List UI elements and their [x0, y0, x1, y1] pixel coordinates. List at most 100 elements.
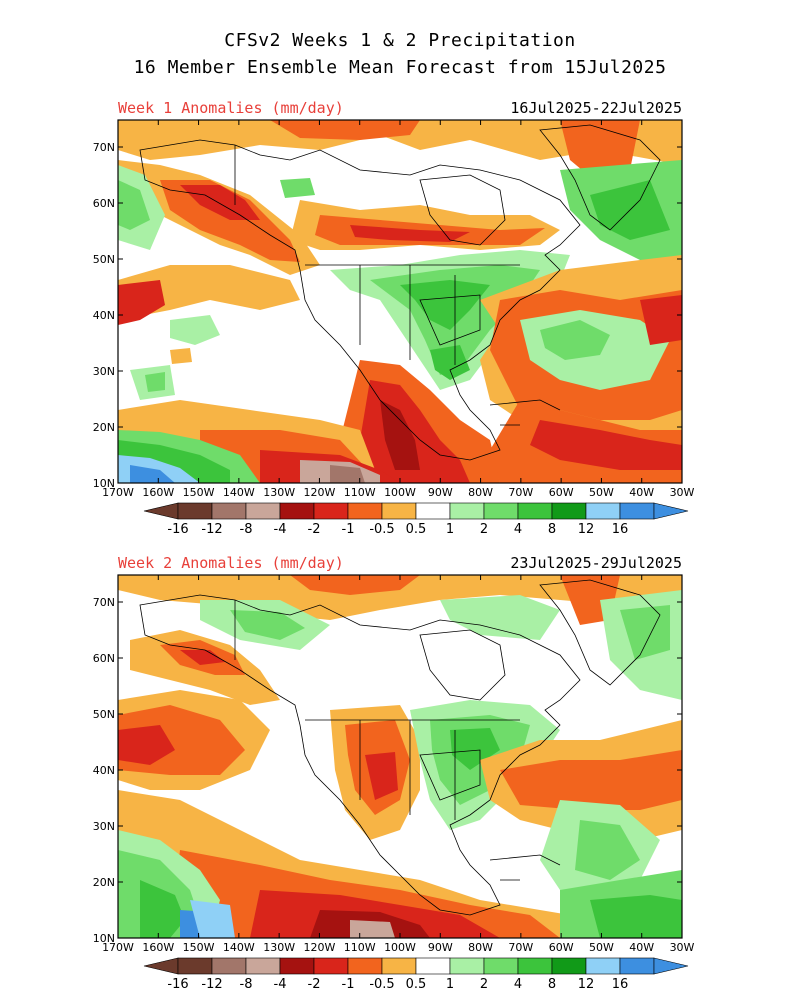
- panel1-label: Week 1 Anomalies (mm/day): [118, 99, 344, 117]
- week1-anomaly-map: [117, 119, 683, 484]
- colorbar-label: -16: [167, 977, 188, 992]
- lon-label: 30W: [670, 486, 695, 499]
- lat-label: 20N: [93, 421, 115, 434]
- colorbar-arrow-high: [653, 502, 689, 520]
- panel2-label: Week 2 Anomalies (mm/day): [118, 554, 344, 572]
- colorbar-label: -12: [201, 977, 222, 992]
- colorbar-swatch: [245, 502, 281, 520]
- colorbar-label: 2: [480, 977, 488, 992]
- colorbar-swatch: [449, 502, 485, 520]
- colorbar-label: -2: [308, 522, 321, 537]
- colorbar-label: 8: [548, 522, 556, 537]
- colorbar-label: -1: [342, 977, 355, 992]
- chart-title: CFSv2 Weeks 1 & 2 Precipitation: [224, 30, 576, 51]
- colorbar-label: 2: [480, 522, 488, 537]
- lon-label: 50W: [589, 486, 614, 499]
- lon-label: 40W: [629, 486, 654, 499]
- colorbar-swatch: [517, 957, 553, 975]
- colorbar-swatch: [347, 957, 383, 975]
- lon-label: 140W: [223, 941, 255, 954]
- lon-label: 150W: [183, 486, 215, 499]
- lon-label: 50W: [589, 941, 614, 954]
- lat-label: 10N: [93, 932, 115, 945]
- lon-label: 70W: [508, 941, 533, 954]
- colorbar-swatch: [347, 502, 383, 520]
- colorbar-label: 4: [514, 522, 522, 537]
- colorbar-swatch: [177, 502, 213, 520]
- colorbar-swatch: [551, 502, 587, 520]
- lon-label: 100W: [384, 941, 416, 954]
- colorbar-swatch: [211, 957, 247, 975]
- colorbar-swatch: [483, 957, 519, 975]
- colorbar-swatch: [483, 502, 519, 520]
- colorbar-label: 4: [514, 977, 522, 992]
- lat-label: 60N: [93, 652, 115, 665]
- colorbar-swatch: [313, 502, 349, 520]
- colorbar-label: -8: [240, 977, 253, 992]
- lon-label: 120W: [303, 486, 335, 499]
- lon-label: 70W: [508, 486, 533, 499]
- colorbar-label: 12: [578, 977, 595, 992]
- lat-label: 30N: [93, 820, 115, 833]
- lon-label: 90W: [428, 941, 453, 954]
- lon-label: 30W: [670, 941, 695, 954]
- lat-label: 70N: [93, 141, 115, 154]
- lon-label: 130W: [263, 486, 295, 499]
- lat-label: 10N: [93, 477, 115, 490]
- chart-subtitle: 16 Member Ensemble Mean Forecast from 15…: [133, 57, 667, 78]
- week2-anomaly-map: [117, 574, 683, 939]
- colorbar-swatch: [211, 502, 247, 520]
- colorbar-label: -4: [274, 522, 287, 537]
- colorbar-label: -0.5: [369, 977, 394, 992]
- lat-label: 50N: [93, 708, 115, 721]
- lon-label: 170W: [102, 941, 134, 954]
- colorbar-swatch: [619, 957, 655, 975]
- week1-colorbar: -16 -12 -8 -4 -2 -1 -0.5 0.5 1 2 4 8 12 16: [143, 502, 689, 537]
- colorbar-swatch: [177, 957, 213, 975]
- lon-label: 80W: [468, 941, 493, 954]
- colorbar-label: 8: [548, 977, 556, 992]
- colorbar-swatch: [551, 957, 587, 975]
- lat-label: 50N: [93, 253, 115, 266]
- colorbar-arrow-low: [143, 502, 179, 520]
- colorbar-label: 12: [578, 522, 595, 537]
- colorbar-label: 0.5: [406, 522, 427, 537]
- colorbar-label: -8: [240, 522, 253, 537]
- lon-label: 60W: [549, 486, 574, 499]
- colorbar-label: 1: [446, 522, 454, 537]
- colorbar-swatch: [245, 957, 281, 975]
- colorbar-swatch: [313, 957, 349, 975]
- lon-label: 60W: [549, 941, 574, 954]
- colorbar-label: -0.5: [369, 522, 394, 537]
- lon-label: 100W: [384, 486, 416, 499]
- lon-label: 140W: [223, 486, 255, 499]
- panel2-dates: 23Jul2025-29Jul2025: [510, 554, 682, 572]
- colorbar-label: 16: [612, 522, 629, 537]
- lon-label: 150W: [183, 941, 215, 954]
- lat-label: 40N: [93, 309, 115, 322]
- colorbar-swatch: [381, 957, 417, 975]
- colorbar-label: 1: [446, 977, 454, 992]
- colorbar-swatch: [449, 957, 485, 975]
- lon-label: 90W: [428, 486, 453, 499]
- colorbar-arrow-low: [143, 957, 179, 975]
- lon-label: 170W: [102, 486, 134, 499]
- colorbar-label: -16: [167, 522, 188, 537]
- colorbar-label: 0.5: [406, 977, 427, 992]
- lon-label: 160W: [142, 486, 174, 499]
- colorbar-label: -12: [201, 522, 222, 537]
- lon-label: 110W: [344, 486, 376, 499]
- colorbar-swatch: [381, 502, 417, 520]
- lon-label: 80W: [468, 486, 493, 499]
- colorbar-swatch: [585, 957, 621, 975]
- colorbar-swatch: [415, 957, 451, 975]
- colorbar-swatch: [619, 502, 655, 520]
- colorbar-swatch: [585, 502, 621, 520]
- lat-label: 60N: [93, 197, 115, 210]
- lon-label: 130W: [263, 941, 295, 954]
- colorbar-arrow-high: [653, 957, 689, 975]
- lat-label: 20N: [93, 876, 115, 889]
- lon-label: 40W: [629, 941, 654, 954]
- colorbar-swatch: [415, 502, 451, 520]
